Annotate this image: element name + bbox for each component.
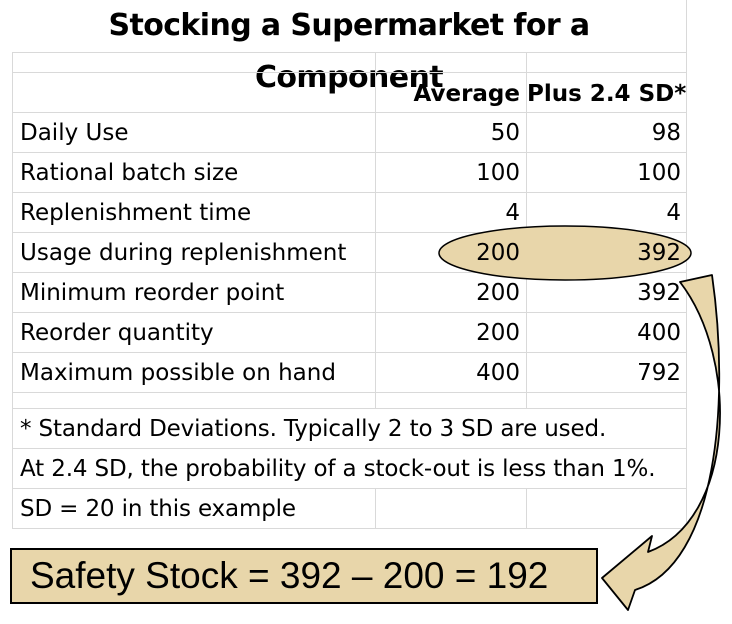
row-label: Usage during replenishment (20, 240, 347, 266)
cell-plus: 792 (637, 360, 681, 386)
row-label: Daily Use (20, 120, 129, 146)
cell-average: 50 (490, 120, 520, 146)
grid-line (12, 112, 686, 113)
row-label: Replenishment time (20, 200, 252, 226)
cell-average: 200 (476, 280, 520, 306)
grid-line (12, 152, 686, 153)
grid-line (375, 488, 376, 528)
grid-line (12, 392, 686, 393)
cell-plus: 400 (637, 320, 681, 346)
grid-line (375, 52, 376, 408)
cell-plus: 4 (666, 200, 681, 226)
grid-line (12, 528, 686, 529)
sheet-title: Stocking a Supermarket for a Component (12, 0, 686, 95)
grid-line (12, 408, 686, 409)
footnote-sd: * Standard Deviations. Typically 2 to 3 … (20, 416, 607, 442)
cell-average: 200 (476, 240, 520, 266)
cell-plus: 392 (637, 240, 681, 266)
cell-average: 400 (476, 360, 520, 386)
grid-line (12, 272, 686, 273)
row-label: Reorder quantity (20, 320, 214, 346)
grid-line (12, 488, 686, 489)
footnote-probability: At 2.4 SD, the probability of a stock-ou… (20, 456, 656, 482)
grid-line (12, 192, 686, 193)
cell-average: 100 (476, 160, 520, 186)
grid-line (12, 352, 686, 353)
grid-line (12, 312, 686, 313)
row-label: Rational batch size (20, 160, 239, 186)
cell-average: 4 (505, 200, 520, 226)
grid-line (12, 448, 686, 449)
row-label: Minimum reorder point (20, 280, 285, 306)
cell-plus: 100 (637, 160, 681, 186)
grid-line (12, 72, 686, 73)
column-header-average: Average (413, 81, 521, 107)
footnote-sd-value: SD = 20 in this example (20, 496, 296, 522)
column-header-plus-sd: Plus 2.4 SD* (527, 81, 687, 107)
grid-line (12, 52, 13, 528)
grid-line (526, 488, 527, 528)
safety-stock-box: Safety Stock = 392 – 200 = 192 (10, 548, 598, 604)
cell-plus: 392 (637, 280, 681, 306)
grid-line (12, 232, 686, 233)
cell-plus: 98 (651, 120, 681, 146)
cell-average: 200 (476, 320, 520, 346)
row-label: Maximum possible on hand (20, 360, 336, 386)
